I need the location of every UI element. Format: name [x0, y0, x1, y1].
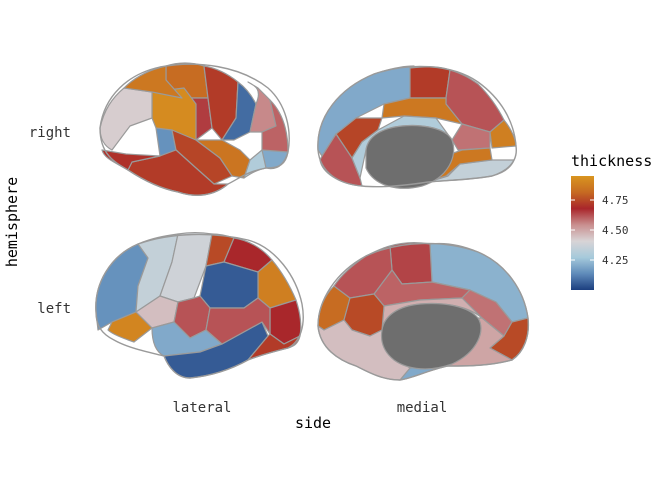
- brain-left-lateral: [95, 231, 304, 379]
- brain-outline: [99, 63, 290, 196]
- region-supramarginal: [257, 259, 297, 309]
- x-axis-title: side: [295, 414, 331, 432]
- brain-outline: [317, 242, 530, 381]
- legend-tick-label: 4.50: [602, 224, 629, 237]
- brain-right-lateral: [99, 62, 290, 196]
- region-precentral: [203, 65, 239, 141]
- y-tick-left: left: [37, 301, 71, 317]
- region-rostral-middle-frontal: [199, 261, 259, 309]
- brain-outline: [317, 65, 517, 188]
- brain-right-medial: [317, 65, 517, 189]
- region-inferior-parietal: [261, 99, 289, 155]
- brain-panels: [95, 62, 530, 381]
- x-tick-lateral: lateral: [172, 400, 231, 416]
- region-postcentral: [221, 81, 257, 141]
- legend-tick-label: 4.25: [602, 254, 629, 267]
- legend-colorbar: [571, 176, 594, 290]
- x-tick-medial: medial: [397, 400, 448, 416]
- legend-title: thickness: [571, 152, 652, 170]
- y-tick-right: right: [29, 125, 71, 141]
- legend: thickness 4.75 4.50 4.25: [571, 152, 652, 290]
- region-pars-orbitalis: [107, 311, 153, 343]
- y-axis-title: hemisphere: [3, 177, 21, 267]
- region-lateral-orbitofrontal: [123, 65, 183, 99]
- region-middle-temporal: [101, 149, 161, 171]
- region-frontal-pole: [99, 87, 153, 151]
- region-paracentral: [409, 66, 451, 99]
- brain-left-medial: [317, 242, 530, 381]
- brain-outline: [95, 233, 304, 379]
- medial-wall: [365, 124, 455, 189]
- medial-wall: [380, 302, 482, 370]
- legend-ticks: 4.75 4.50 4.25: [571, 194, 629, 267]
- region-superior-temporal: [151, 321, 223, 357]
- legend-tick-label: 4.75: [602, 194, 629, 207]
